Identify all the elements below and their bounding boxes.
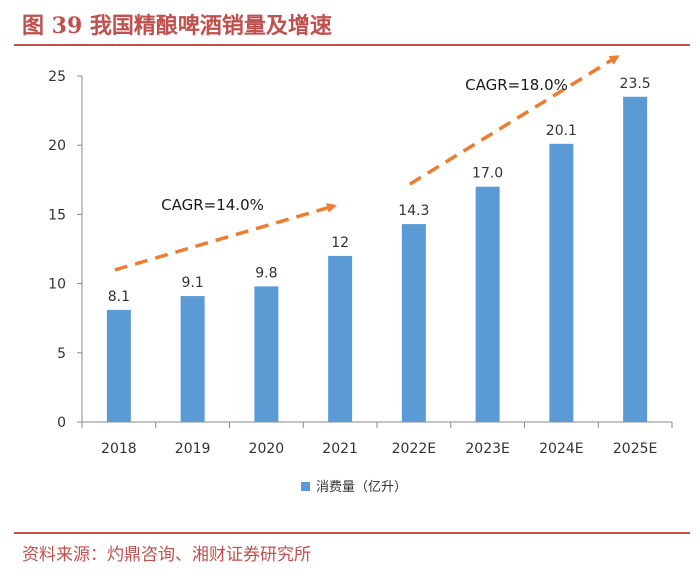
bar [328, 255, 353, 422]
y-tick-label: 10 [48, 277, 66, 293]
y-tick-label: 15 [48, 207, 66, 223]
bar-data-label: 17.0 [472, 166, 503, 182]
bar-data-label: 12 [331, 235, 349, 251]
figure-title: 图 39 我国精酿啤酒销量及增速 [22, 13, 332, 39]
bar [254, 286, 279, 422]
y-tick-label: 25 [48, 69, 66, 85]
title-divider [14, 44, 690, 46]
x-tick-label: 2024E [539, 441, 583, 457]
bar-data-label: 9.8 [255, 265, 277, 281]
bar-data-label: 9.1 [181, 275, 203, 291]
x-axis: 2018 2019 2020 2021 2022E 2023E 2024E 2025E [81, 421, 673, 457]
source-divider [14, 532, 690, 534]
x-tick-label: 2018 [101, 441, 137, 457]
bar [549, 143, 574, 423]
x-tick-label: 2023E [465, 441, 509, 457]
cagr-annotations: CAGR=14.0% CAGR=18.0% [114, 55, 620, 272]
y-axis: 0 5 10 15 20 25 [48, 69, 83, 431]
cagr-label: CAGR=14.0% [161, 196, 264, 214]
legend: 消费量（亿升） [301, 480, 407, 495]
bar-data-label: 23.5 [620, 76, 651, 92]
source-note: 资料来源：灼鼎咨询、湘财证券研究所 [22, 545, 311, 565]
cagr-label: CAGR=18.0% [465, 76, 568, 94]
legend-label: 消费量（亿升） [316, 480, 407, 495]
bar [401, 224, 426, 422]
legend-swatch [301, 482, 310, 491]
bar [106, 309, 131, 422]
bar-data-label: 20.1 [546, 123, 577, 139]
x-tick-label: 2021 [322, 441, 358, 457]
bar-data-label: 14.3 [398, 203, 429, 219]
y-tick-label: 5 [57, 346, 66, 362]
y-tick-label: 0 [57, 415, 66, 431]
bar-data-label: 8.1 [108, 289, 130, 305]
y-tick-label: 20 [48, 138, 66, 154]
bar [623, 96, 648, 422]
bar [180, 296, 205, 422]
x-tick-label: 2025E [613, 441, 657, 457]
bar [475, 186, 500, 422]
x-tick-label: 2022E [392, 441, 436, 457]
x-tick-label: 2020 [249, 441, 285, 457]
bar-series: 8.1 9.1 9.8 12 14.3 17.0 20.1 23.5 [106, 76, 651, 423]
cagr-arrow [114, 203, 338, 272]
x-tick-label: 2019 [175, 441, 211, 457]
